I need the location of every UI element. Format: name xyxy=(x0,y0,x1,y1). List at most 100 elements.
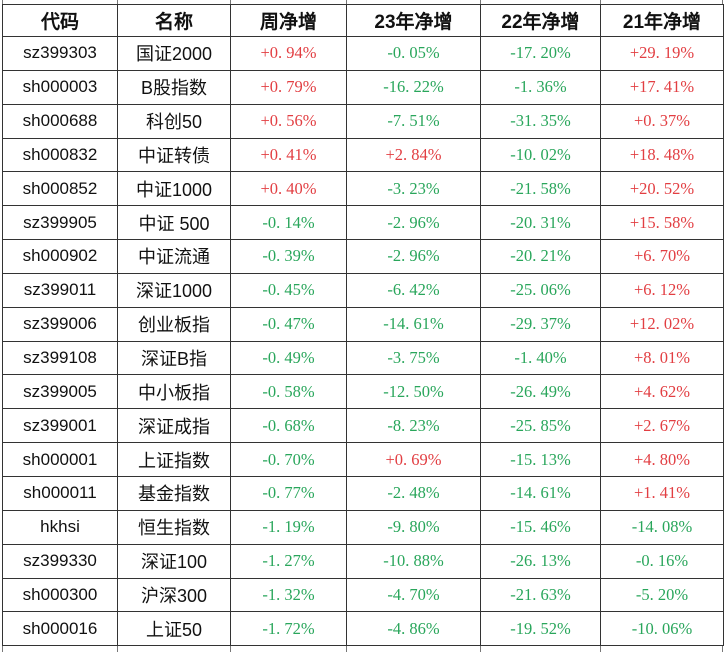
pct-change-cell: -10. 88% xyxy=(346,543,481,579)
index-name-cell: 沪深300 xyxy=(117,577,231,613)
pct-change-cell: -14. 61% xyxy=(346,306,481,342)
index-name-cell: 国证2000 xyxy=(117,36,231,71)
index-name-cell: 恒生指数 xyxy=(117,509,231,545)
pct-change-cell: +2. 67% xyxy=(600,408,724,444)
index-code-cell: sh000852 xyxy=(2,171,118,207)
header-cell-code: 代码 xyxy=(2,4,118,37)
pct-change-cell: +4. 62% xyxy=(600,374,724,410)
table-row: sh000852 中证1000 +0. 40% -3. 23% -21. 58% +20.… xyxy=(2,171,724,207)
pct-change-cell: -26. 13% xyxy=(480,543,601,579)
index-code-cell: sh000902 xyxy=(2,239,118,274)
pct-change-cell: +0. 37% xyxy=(600,103,724,139)
pct-change-cell: +6. 70% xyxy=(600,239,724,274)
pct-change-cell: -4. 70% xyxy=(346,577,481,613)
pct-change-cell: -15. 13% xyxy=(480,442,601,477)
gridline-tick-top xyxy=(600,0,601,4)
table-row: sh000001 上证指数 -0. 70% +0. 69% -15. 13% +4. 80… xyxy=(2,442,724,477)
pct-change-cell: -0. 49% xyxy=(230,340,347,376)
index-code-cell: sz399905 xyxy=(2,205,118,241)
table-row: sz399001 深证成指 -0. 68% -8. 23% -25. 85% +2. 67… xyxy=(2,408,724,444)
pct-change-cell: -4. 86% xyxy=(346,611,481,647)
pct-change-cell: -15. 46% xyxy=(480,509,601,545)
pct-change-cell: +6. 12% xyxy=(600,272,724,308)
index-name-cell: 上证50 xyxy=(117,611,231,647)
pct-change-cell: -21. 58% xyxy=(480,171,601,207)
pct-change-cell: -0. 47% xyxy=(230,306,347,342)
index-code-cell: sh000300 xyxy=(2,577,118,613)
pct-change-cell: -3. 23% xyxy=(346,171,481,207)
index-name-cell: 科创50 xyxy=(117,103,231,139)
index-code-cell: sz399005 xyxy=(2,374,118,410)
pct-change-cell: +18. 48% xyxy=(600,137,724,173)
pct-change-cell: -1. 19% xyxy=(230,509,347,545)
table-row: sz399905 中证 500 -0. 14% -2. 96% -20. 31% +15.… xyxy=(2,205,724,241)
index-name-cell: B股指数 xyxy=(117,69,231,105)
pct-change-cell: +1. 41% xyxy=(600,475,724,511)
pct-change-cell: -29. 37% xyxy=(480,306,601,342)
table-row: sz399108 深证B指 -0. 49% -3. 75% -1. 40% +8. 01% xyxy=(2,340,724,376)
index-name-cell: 创业板指 xyxy=(117,306,231,342)
pct-change-cell: -21. 63% xyxy=(480,577,601,613)
index-name-cell: 深证成指 xyxy=(117,408,231,444)
pct-change-cell: -31. 35% xyxy=(480,103,601,139)
index-name-cell: 深证1000 xyxy=(117,272,231,308)
index-name-cell: 中证流通 xyxy=(117,239,231,274)
index-name-cell: 中证1000 xyxy=(117,171,231,207)
pct-change-cell: -20. 21% xyxy=(480,239,601,274)
index-name-cell: 深证B指 xyxy=(117,340,231,376)
index-performance-table: 代码 名称 周净增 23年净增 22年净增 21年净增 sz399303 国证20… xyxy=(2,4,724,647)
pct-change-cell: +20. 52% xyxy=(600,171,724,207)
pct-change-cell: -9. 80% xyxy=(346,509,481,545)
pct-change-cell: -0. 39% xyxy=(230,239,347,274)
gridline-tick-bottom xyxy=(346,645,347,652)
index-code-cell: sz399330 xyxy=(2,543,118,579)
table-row: sh000011 基金指数 -0. 77% -2. 48% -14. 61% +1. 41… xyxy=(2,475,724,511)
index-name-cell: 深证100 xyxy=(117,543,231,579)
pct-change-cell: +0. 41% xyxy=(230,137,347,173)
pct-change-cell: -1. 40% xyxy=(480,340,601,376)
pct-change-cell: +0. 79% xyxy=(230,69,347,105)
header-cell-week-change: 周净增 xyxy=(230,4,347,37)
index-name-cell: 中证转债 xyxy=(117,137,231,173)
gridline-tick-bottom xyxy=(600,645,601,652)
table-row: sz399006 创业板指 -0. 47% -14. 61% -29. 37% +12. … xyxy=(2,306,724,342)
index-code-cell: sh000016 xyxy=(2,611,118,647)
gridline-tick-top xyxy=(722,0,723,4)
pct-change-cell: +8. 01% xyxy=(600,340,724,376)
pct-change-cell: -1. 72% xyxy=(230,611,347,647)
index-code-cell: hkhsi xyxy=(2,509,118,545)
pct-change-cell: -20. 31% xyxy=(480,205,601,241)
table-row: sz399303 国证2000 +0. 94% -0. 05% -17. 20% +29.… xyxy=(2,36,724,71)
table-row: sh000300 沪深300 -1. 32% -4. 70% -21. 63% -5. 2… xyxy=(2,577,724,613)
gridline-tick-top xyxy=(2,0,3,4)
pct-change-cell: -5. 20% xyxy=(600,577,724,613)
table-row: sz399330 深证100 -1. 27% -10. 88% -26. 13% -0. … xyxy=(2,543,724,579)
gridline-tick-top xyxy=(480,0,481,4)
index-code-cell: sh000688 xyxy=(2,103,118,139)
pct-change-cell: -14. 61% xyxy=(480,475,601,511)
pct-change-cell: -1. 36% xyxy=(480,69,601,105)
pct-change-cell: +0. 56% xyxy=(230,103,347,139)
pct-change-cell: +2. 84% xyxy=(346,137,481,173)
pct-change-cell: -19. 52% xyxy=(480,611,601,647)
pct-change-cell: -14. 08% xyxy=(600,509,724,545)
pct-change-cell: +29. 19% xyxy=(600,36,724,71)
pct-change-cell: -10. 02% xyxy=(480,137,601,173)
table-row: hkhsi 恒生指数 -1. 19% -9. 80% -15. 46% -14. 08% xyxy=(2,509,724,545)
index-code-cell: sh000001 xyxy=(2,442,118,477)
pct-change-cell: -6. 42% xyxy=(346,272,481,308)
header-cell-2021-change: 21年净增 xyxy=(600,4,724,37)
table-row: sz399011 深证1000 -0. 45% -6. 42% -25. 06% +6. … xyxy=(2,272,724,308)
header-cell-name: 名称 xyxy=(117,4,231,37)
table-row: sh000688 科创50 +0. 56% -7. 51% -31. 35% +0. 37… xyxy=(2,103,724,139)
pct-change-cell: -25. 85% xyxy=(480,408,601,444)
pct-change-cell: -2. 48% xyxy=(346,475,481,511)
gridline-tick-bottom xyxy=(480,645,481,652)
index-name-cell: 基金指数 xyxy=(117,475,231,511)
index-code-cell: sz399108 xyxy=(2,340,118,376)
pct-change-cell: -8. 23% xyxy=(346,408,481,444)
pct-change-cell: +15. 58% xyxy=(600,205,724,241)
pct-change-cell: +12. 02% xyxy=(600,306,724,342)
index-code-cell: sh000003 xyxy=(2,69,118,105)
